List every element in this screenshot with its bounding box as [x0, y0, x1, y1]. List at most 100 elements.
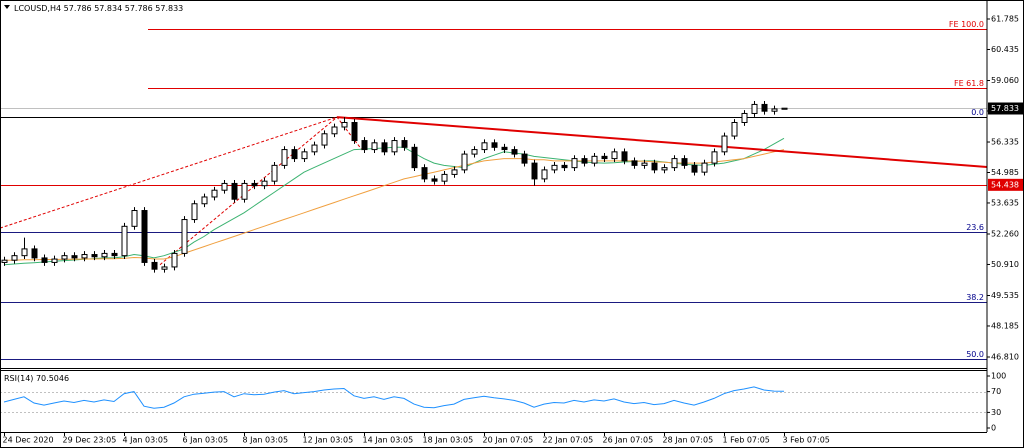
y-tick-label: 61.785 — [991, 15, 1019, 24]
candle-body — [91, 254, 98, 258]
chart-header: LCOUSD,H4 57.786 57.834 57.786 57.833 — [14, 4, 183, 13]
level-label: 38.2 — [966, 293, 984, 302]
level-price-box — [988, 178, 1023, 191]
x-tick-label: 12 Jan 03:05 — [303, 436, 354, 445]
x-tick-label: 6 Jan 03:05 — [183, 436, 229, 445]
candle-body — [191, 203, 198, 221]
rsi-header: RSI(14) 70.5046 — [4, 374, 69, 383]
rsi-line — [3, 386, 785, 409]
candle-body — [771, 108, 778, 112]
candle-body — [291, 149, 298, 160]
candle-body — [331, 126, 338, 135]
candle-body — [501, 146, 508, 151]
rsi-y-tick-label: 30 — [991, 408, 1001, 417]
trendline — [336, 116, 987, 168]
candle-body — [301, 151, 308, 160]
x-tick-label: 1 Feb 07:05 — [723, 436, 770, 445]
candle-body — [161, 266, 168, 270]
candle-body — [381, 142, 388, 153]
candle-body — [361, 140, 368, 151]
rsi-last: 70.5046 — [36, 374, 69, 383]
y-tick-label: 60.435 — [991, 45, 1019, 54]
candle-body — [421, 167, 428, 180]
fib-drawing — [0, 116, 338, 229]
candle-body — [201, 196, 208, 205]
candle-body — [481, 142, 488, 151]
candle-body — [511, 149, 518, 155]
candle-body — [471, 149, 478, 155]
candle-body — [581, 158, 588, 164]
candle-body — [541, 169, 548, 180]
candle-body — [211, 189, 218, 198]
rsi-name: RSI(14) — [4, 374, 33, 383]
last-low: 57.786 — [125, 4, 153, 13]
candle-body — [781, 107, 788, 110]
rsi-y-tick-label: 0 — [991, 424, 996, 433]
candle-body — [701, 162, 708, 173]
candle-body — [491, 142, 498, 148]
candle-body — [141, 210, 148, 263]
candle-body — [531, 162, 538, 180]
level-label: 0.0 — [971, 108, 984, 117]
x-tick-label: 8 Jan 03:05 — [243, 436, 289, 445]
last-high: 57.834 — [94, 4, 122, 13]
y-tick-label: 52.260 — [991, 229, 1019, 238]
x-tick-label: 3 Feb 07:05 — [783, 436, 830, 445]
candle-body — [561, 164, 568, 169]
candle-body — [111, 252, 118, 257]
candle-body — [391, 140, 398, 153]
last-close: 57.833 — [155, 4, 183, 13]
candle-body — [271, 164, 278, 182]
level-label: 23.6 — [966, 223, 984, 232]
candle-body — [321, 133, 328, 146]
candle-body — [621, 151, 628, 162]
menu-icon[interactable] — [4, 5, 10, 9]
candle-body — [431, 178, 438, 182]
x-tick-label: 20 Jan 07:05 — [483, 436, 534, 445]
candle-body — [611, 151, 618, 160]
current-price-label: 57.833 — [991, 104, 1019, 113]
candle-body — [151, 261, 158, 270]
candle-body — [261, 180, 268, 187]
candle-body — [101, 252, 108, 258]
x-tick-label: 26 Jan 07:05 — [603, 436, 654, 445]
candle-body — [231, 182, 238, 200]
x-tick-label: 29 Dec 23:05 — [63, 436, 117, 445]
last-open: 57.786 — [64, 4, 92, 13]
x-tick-label: 4 Jan 03:05 — [123, 436, 169, 445]
x-tick-label: 18 Jan 03:05 — [423, 436, 474, 445]
candle-body — [681, 158, 688, 166]
candle-body — [411, 146, 418, 169]
candle-body — [21, 248, 28, 257]
candle-body — [761, 103, 768, 112]
candle-body — [641, 162, 648, 166]
y-tick-label: 54.985 — [991, 168, 1019, 177]
candle-body — [721, 135, 728, 153]
y-tick-label: 50.910 — [991, 260, 1019, 269]
candle-body — [521, 153, 528, 164]
candle-body — [31, 248, 38, 259]
candle-body — [181, 219, 188, 254]
candle-body — [371, 142, 378, 151]
x-tick-label: 22 Jan 07:05 — [543, 436, 594, 445]
candle-body — [51, 258, 58, 263]
candle-body — [221, 182, 228, 191]
candle-body — [631, 160, 638, 166]
candle-body — [651, 162, 658, 171]
level-label: 50.0 — [966, 350, 984, 359]
candle-body — [571, 158, 578, 169]
candle-body — [661, 167, 668, 171]
candle-body — [71, 255, 78, 259]
candle-body — [251, 182, 258, 187]
x-tick-label: 14 Jan 03:05 — [363, 436, 414, 445]
candle-body — [41, 257, 48, 263]
candle-body — [1, 259, 8, 263]
y-tick-label: 59.060 — [991, 76, 1019, 85]
candle-body — [711, 151, 718, 164]
candle-body — [121, 225, 128, 257]
level-price-label: 54.438 — [991, 180, 1019, 189]
y-tick-label: 49.535 — [991, 291, 1019, 300]
rsi-plot — [0, 386, 987, 413]
